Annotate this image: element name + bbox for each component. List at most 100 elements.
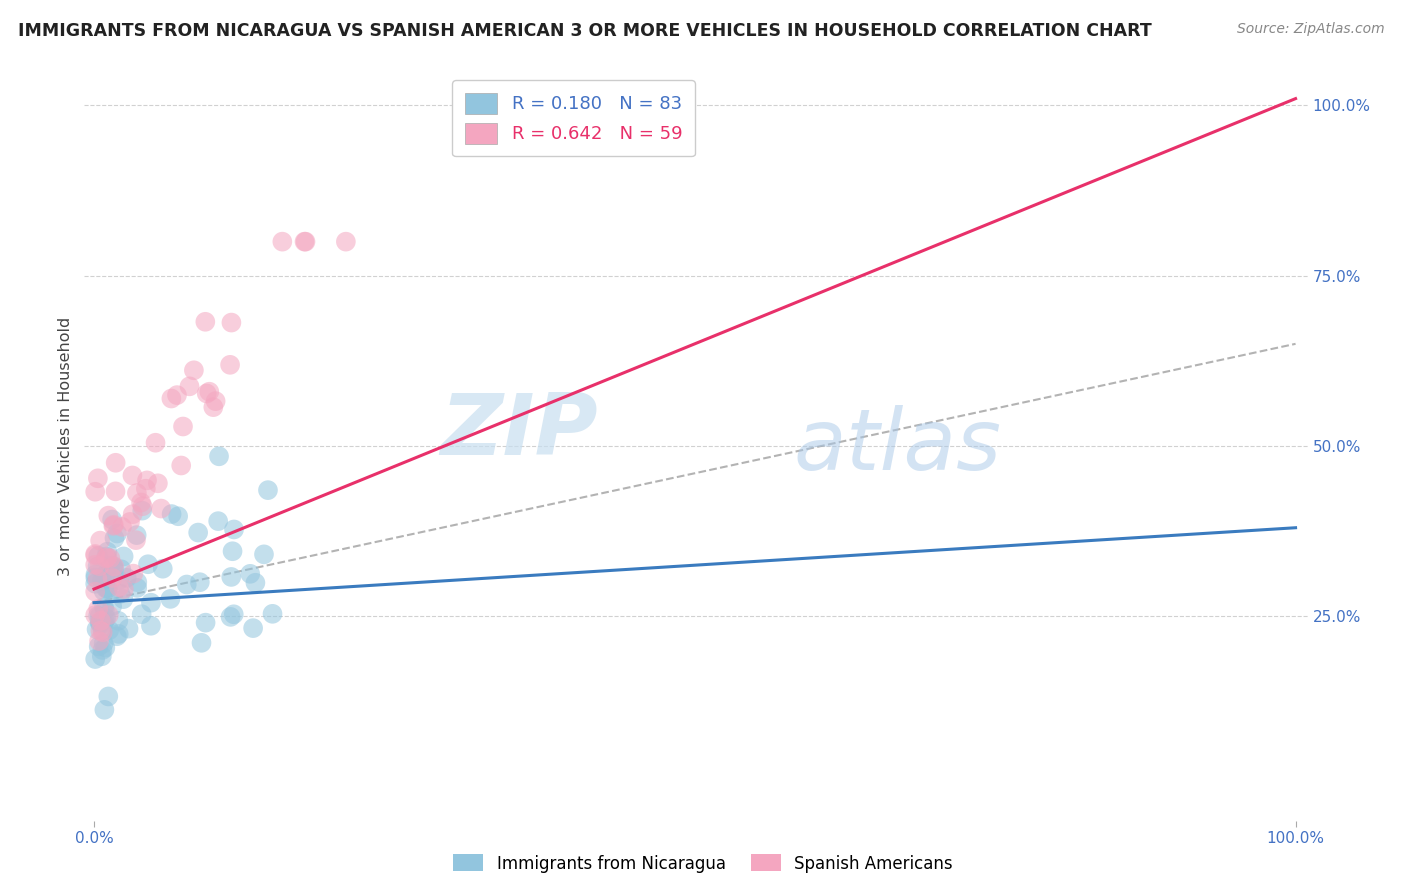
- Point: [96, 544, 118, 558]
- Point: [221, 544, 243, 558]
- Point: [131, 503, 153, 517]
- Point: [107, 627, 129, 641]
- Point: [136, 558, 159, 572]
- Point: [84, 652, 107, 666]
- Point: [194, 315, 217, 329]
- Point: [262, 607, 284, 621]
- Point: [110, 562, 132, 576]
- Point: [112, 549, 135, 564]
- Point: [136, 474, 159, 488]
- Point: [271, 235, 294, 249]
- Point: [202, 400, 225, 414]
- Point: [89, 559, 111, 574]
- Point: [152, 562, 174, 576]
- Point: [91, 643, 114, 657]
- Point: [160, 507, 183, 521]
- Point: [89, 615, 111, 630]
- Point: [121, 507, 143, 521]
- Point: [93, 600, 115, 615]
- Point: [97, 582, 120, 596]
- Point: [108, 573, 131, 587]
- Point: [101, 512, 124, 526]
- Point: [87, 640, 110, 654]
- Point: [100, 558, 122, 573]
- Point: [172, 419, 194, 434]
- Point: [103, 519, 125, 533]
- Point: [100, 551, 122, 566]
- Point: [139, 596, 162, 610]
- Point: [94, 581, 117, 595]
- Point: [94, 573, 117, 587]
- Point: [91, 574, 114, 588]
- Point: [253, 547, 276, 561]
- Point: [87, 549, 110, 563]
- Point: [219, 358, 242, 372]
- Text: ZIP: ZIP: [440, 390, 598, 473]
- Point: [139, 618, 162, 632]
- Point: [167, 509, 190, 524]
- Legend: Immigrants from Nicaragua, Spanish Americans: Immigrants from Nicaragua, Spanish Ameri…: [447, 847, 959, 880]
- Point: [84, 570, 107, 584]
- Point: [101, 571, 124, 585]
- Point: [222, 607, 245, 622]
- Text: atlas: atlas: [794, 404, 1002, 488]
- Point: [93, 615, 115, 630]
- Point: [86, 572, 108, 586]
- Point: [94, 551, 117, 566]
- Point: [90, 615, 112, 629]
- Point: [146, 476, 169, 491]
- Point: [103, 561, 125, 575]
- Point: [179, 379, 201, 393]
- Point: [84, 547, 107, 561]
- Point: [125, 528, 148, 542]
- Point: [198, 384, 221, 399]
- Point: [118, 515, 141, 529]
- Point: [89, 624, 111, 638]
- Point: [294, 235, 316, 249]
- Point: [222, 523, 245, 537]
- Point: [242, 621, 264, 635]
- Point: [93, 584, 115, 599]
- Point: [84, 576, 107, 591]
- Point: [183, 363, 205, 377]
- Point: [87, 608, 110, 623]
- Point: [87, 634, 110, 648]
- Point: [93, 703, 115, 717]
- Point: [98, 623, 121, 637]
- Point: [87, 471, 110, 485]
- Point: [103, 559, 125, 574]
- Point: [294, 235, 316, 249]
- Point: [131, 500, 153, 514]
- Point: [110, 587, 132, 601]
- Point: [93, 636, 115, 650]
- Point: [103, 559, 125, 574]
- Point: [127, 581, 149, 595]
- Point: [159, 591, 181, 606]
- Point: [121, 468, 143, 483]
- Point: [86, 623, 108, 637]
- Point: [103, 531, 125, 545]
- Point: [166, 388, 188, 402]
- Point: [104, 484, 127, 499]
- Point: [96, 582, 118, 596]
- Point: [86, 559, 108, 574]
- Point: [112, 582, 135, 596]
- Point: [97, 608, 120, 623]
- Y-axis label: 3 or more Vehicles in Household: 3 or more Vehicles in Household: [58, 317, 73, 575]
- Point: [96, 549, 118, 564]
- Legend: R = 0.180   N = 83, R = 0.642   N = 59: R = 0.180 N = 83, R = 0.642 N = 59: [453, 80, 695, 156]
- Point: [122, 566, 145, 581]
- Point: [335, 235, 357, 249]
- Point: [145, 435, 167, 450]
- Point: [219, 610, 242, 624]
- Point: [96, 566, 118, 581]
- Point: [84, 584, 107, 599]
- Point: [117, 622, 139, 636]
- Point: [103, 517, 125, 532]
- Point: [91, 625, 114, 640]
- Point: [219, 570, 242, 584]
- Point: [101, 599, 124, 614]
- Point: [112, 592, 135, 607]
- Point: [115, 571, 138, 585]
- Point: [87, 602, 110, 616]
